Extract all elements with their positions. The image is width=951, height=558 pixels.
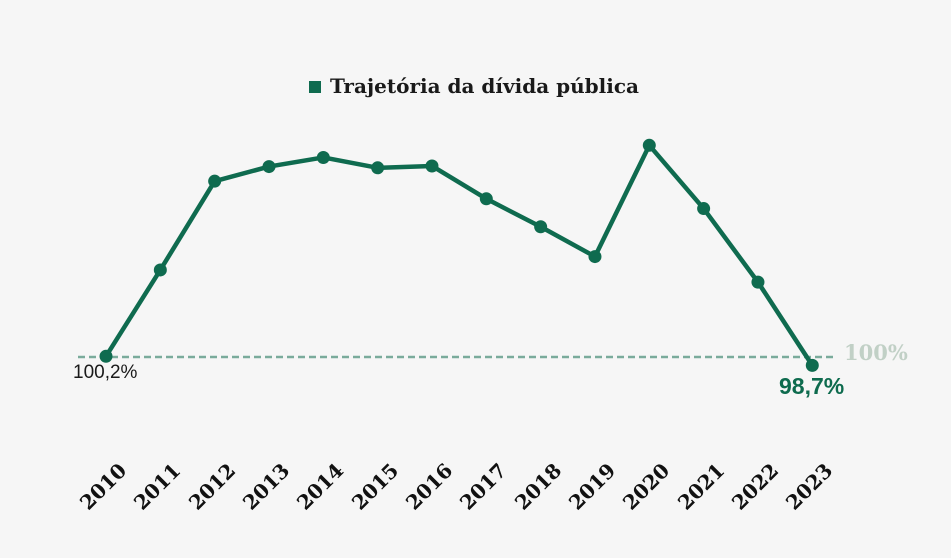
data-point-2022 <box>751 275 765 289</box>
legend-swatch-icon <box>309 81 321 93</box>
data-point-2012 <box>208 174 222 188</box>
data-point-2021 <box>697 202 711 216</box>
data-point-2016 <box>425 159 439 173</box>
data-point-2020 <box>642 138 656 152</box>
legend: Trajetória da dívida pública <box>309 74 639 98</box>
baseline-label: 100% <box>844 340 908 365</box>
debt-trajectory-line <box>103 143 815 368</box>
data-point-2015 <box>371 161 385 175</box>
data-point-2019 <box>588 250 602 264</box>
data-point-2023 <box>805 358 819 372</box>
data-point-2013 <box>262 160 276 174</box>
data-point-2017 <box>479 192 493 206</box>
data-point-2018 <box>534 220 548 234</box>
legend-label: Trajetória da dívida pública <box>330 74 639 98</box>
data-point-2011 <box>153 263 167 277</box>
data-point-2014 <box>316 150 330 164</box>
end-value-label: 98,7% <box>779 373 845 399</box>
start-value-label: 100,2% <box>73 362 138 383</box>
data-point-2010 <box>99 349 113 363</box>
